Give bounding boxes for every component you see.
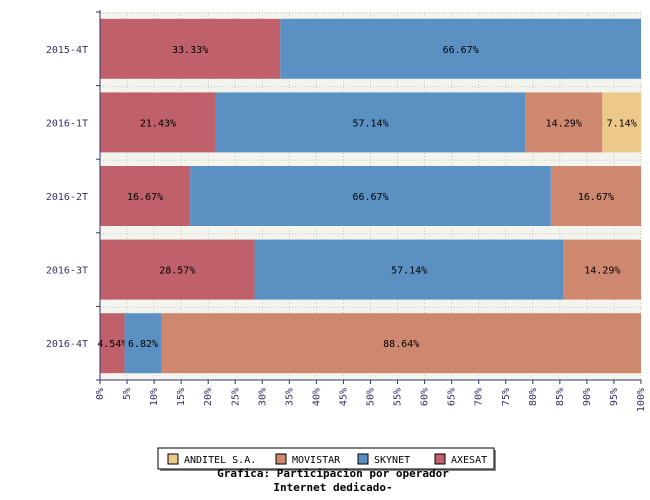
bar-segment: [280, 18, 641, 79]
chart-caption-subtitle: Internet dedicado-: [273, 481, 393, 494]
x-tick-label: 15%: [176, 388, 187, 406]
data-label: 21.43%: [140, 118, 176, 129]
x-tick-label: 90%: [582, 388, 593, 406]
x-tick-label: 65%: [447, 388, 458, 406]
x-tick-label: 10%: [149, 388, 160, 406]
data-label: 6.82%: [128, 339, 158, 350]
x-tick-label: 55%: [393, 388, 404, 406]
bar-segment: [100, 239, 255, 300]
category-label: 2015-4T: [46, 45, 88, 56]
bar-segment: [100, 313, 125, 374]
data-label: 16.67%: [578, 192, 614, 203]
data-label: 66.67%: [352, 192, 388, 203]
x-tick-label: 100%: [636, 388, 647, 412]
data-label: 14.29%: [546, 118, 582, 129]
data-label: 66.67%: [443, 45, 479, 56]
legend-label: ANDITEL S.A.: [184, 455, 256, 466]
chart-caption-title: Grafica: Participacion por operador: [217, 467, 449, 480]
data-label: 88.64%: [383, 339, 419, 350]
legend-label: SKYNET: [374, 455, 410, 466]
legend-label: AXESAT: [451, 455, 487, 466]
bar-segment: [563, 239, 641, 300]
category-label: 2016-4T: [46, 339, 88, 350]
bar-segment: [254, 239, 564, 300]
x-tick-label: 95%: [609, 388, 620, 406]
category-label: 2016-3T: [46, 266, 88, 277]
data-label: 14.29%: [584, 266, 620, 277]
x-tick-label: 85%: [555, 388, 566, 406]
category-label: 2016-1T: [46, 118, 88, 129]
x-tick-label: 80%: [528, 388, 539, 406]
data-label: 7.14%: [607, 118, 637, 129]
bar-segment: [525, 92, 603, 153]
data-label: 57.14%: [352, 118, 388, 129]
bar-segment: [100, 18, 281, 79]
x-tick-label: 40%: [311, 388, 322, 406]
x-tick-label: 30%: [257, 388, 268, 406]
data-label: 33.33%: [172, 45, 208, 56]
legend-swatch: [434, 453, 446, 465]
legend-swatch: [275, 453, 287, 465]
legend-label: MOVISTAR: [292, 455, 341, 466]
x-tick-label: 45%: [338, 388, 349, 406]
x-tick-label: 70%: [474, 388, 485, 406]
x-tick-label: 20%: [203, 388, 214, 406]
bar-segment: [124, 313, 162, 374]
bar-segment: [100, 166, 191, 226]
bar-segment: [100, 92, 216, 153]
category-label: 2016-2T: [46, 192, 88, 203]
x-tick-label: 75%: [501, 388, 512, 406]
legend-swatch: [357, 453, 369, 465]
data-label: 57.14%: [391, 266, 427, 277]
data-label: 4.54%: [97, 339, 127, 350]
x-tick-label: 5%: [122, 388, 133, 400]
data-label: 28.57%: [159, 266, 195, 277]
x-tick-label: 50%: [366, 388, 377, 406]
data-label: 16.67%: [127, 192, 163, 203]
x-tick-label: 60%: [420, 388, 431, 406]
bar-segment: [215, 92, 526, 153]
x-tick-label: 0%: [95, 388, 106, 400]
x-tick-label: 35%: [284, 388, 295, 406]
bar-segment: [161, 313, 642, 374]
legend-box: [157, 447, 495, 470]
bar-segment: [190, 166, 551, 226]
bar-segment: [602, 92, 641, 153]
legend-swatch: [167, 453, 179, 465]
bar-segment: [550, 166, 642, 226]
x-tick-label: 25%: [230, 388, 241, 406]
